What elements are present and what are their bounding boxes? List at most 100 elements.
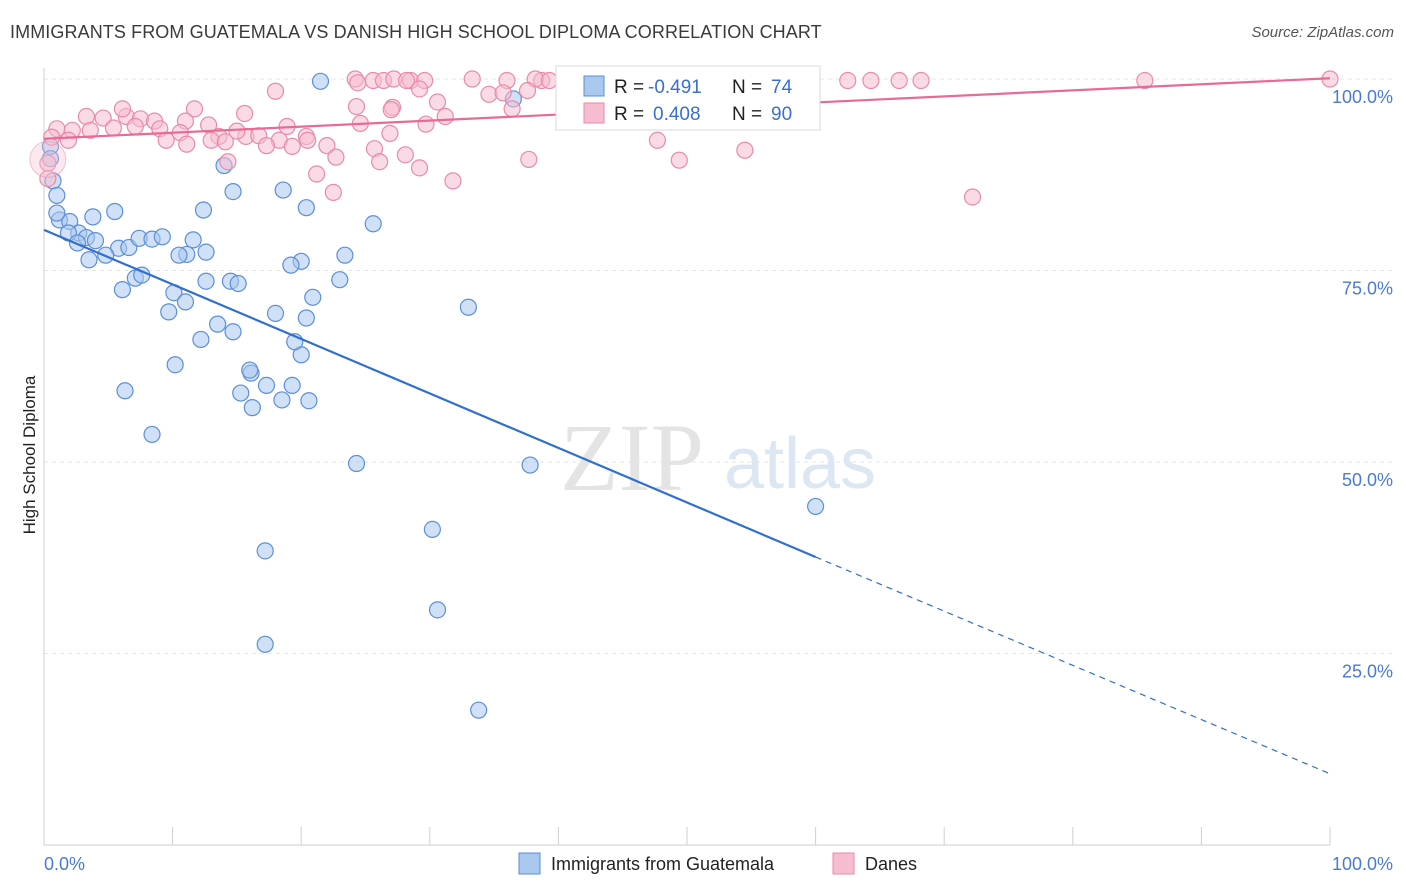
guatemala-point <box>256 542 274 560</box>
danes-point <box>104 119 123 137</box>
bottom-legend-label-danes: Danes <box>865 854 917 874</box>
guatemala-point <box>229 274 247 293</box>
guatemala-point <box>336 246 354 264</box>
danes-point <box>349 74 367 92</box>
watermark-atlas: atlas <box>724 424 876 504</box>
danes-point <box>202 131 220 149</box>
guatemala-point <box>176 293 195 311</box>
guatemala-point <box>266 304 285 322</box>
y-tick-label: 50.0% <box>1342 470 1393 490</box>
danes-point <box>283 137 301 156</box>
source-label: Source: ZipAtlas.com <box>1251 24 1394 41</box>
guatemala-point <box>184 231 202 249</box>
guatemala-point <box>257 376 276 394</box>
guatemala-point <box>241 361 259 379</box>
legend-r-value-2: 0.408 <box>653 104 701 125</box>
legend-r-label-1: R = <box>614 77 644 98</box>
stats-legend: R = -0.491 N = 74 R = 0.408 N = 90 <box>555 65 821 131</box>
axes <box>43 68 1331 846</box>
y-tick-labels: 25.0% 50.0% 75.0% 100.0% <box>1332 87 1393 682</box>
danes-point <box>444 172 462 190</box>
danes-point <box>463 70 481 88</box>
danes-point <box>862 71 880 90</box>
guatemala-point <box>282 256 300 274</box>
x-tick-label: 100.0% <box>1332 854 1393 874</box>
danes-point <box>299 131 317 149</box>
danes-point <box>113 100 132 118</box>
y-axis-title: High School Diploma <box>20 375 39 534</box>
danes-point <box>417 115 435 133</box>
guatemala-point <box>209 315 227 333</box>
guatemala-point <box>297 199 315 217</box>
guatemala-point <box>273 391 291 409</box>
x-tick-labels: 0.0% 100.0% <box>44 854 1393 874</box>
danes-point <box>518 81 537 100</box>
danes-point <box>266 82 285 100</box>
danes-point <box>185 100 204 118</box>
danes-point <box>480 85 498 103</box>
danes-point <box>324 183 342 201</box>
guatemala-point <box>224 183 242 201</box>
guatemala-point <box>256 635 274 653</box>
danes-point <box>520 150 538 169</box>
legend-n-label-1: N = <box>732 77 762 98</box>
guatemala-point <box>48 204 66 222</box>
guatemala-trend-line <box>43 228 817 558</box>
guatemala-point <box>311 72 330 90</box>
danes-point <box>410 159 429 177</box>
legend-n-value-2: 90 <box>771 104 792 125</box>
danes-point <box>382 101 400 119</box>
danes-point <box>94 109 112 127</box>
danes-point <box>219 153 237 171</box>
legend-swatch-guatemala <box>583 75 605 97</box>
guatemala-point <box>170 246 188 264</box>
guatemala-point <box>521 456 539 474</box>
danes-point <box>327 148 345 166</box>
danes-point <box>216 133 234 151</box>
guatemala-point <box>297 309 315 327</box>
guatemala-point <box>113 281 132 299</box>
danes-point <box>963 188 982 206</box>
guatemala-point <box>194 201 213 219</box>
guatemala-point <box>470 701 488 719</box>
bottom-legend: Immigrants from Guatemala Danes <box>518 852 917 875</box>
danes-cluster-point <box>29 140 67 178</box>
guatemala-point <box>224 323 242 341</box>
danes-point <box>236 104 254 123</box>
guatemala-point <box>283 376 301 394</box>
danes-point <box>371 153 389 171</box>
guatemala-point <box>459 298 477 316</box>
danes-point <box>670 151 688 169</box>
danes-point <box>157 131 175 149</box>
guatemala-point <box>232 384 250 402</box>
danes-point <box>648 131 667 149</box>
danes-point <box>890 71 908 90</box>
y-tick-label: 100.0% <box>1332 87 1393 107</box>
guatemala-point <box>300 392 318 410</box>
chart-title: IMMIGRANTS FROM GUATEMALA VS DANISH HIGH… <box>10 22 822 42</box>
guatemala-trend-extension <box>815 556 1331 775</box>
danes-point <box>494 84 512 102</box>
guatemala-point <box>84 208 102 226</box>
guatemala-point <box>423 520 441 539</box>
series-guatemala-points <box>41 72 825 719</box>
guatemala-point <box>143 425 161 444</box>
danes-point <box>428 93 447 111</box>
bottom-legend-label-guatemala: Immigrants from Guatemala <box>551 854 775 874</box>
danes-point <box>257 137 276 155</box>
bottom-legend-swatch-danes <box>832 852 855 875</box>
danes-point <box>1136 71 1154 90</box>
legend-n-value-1: 74 <box>771 77 793 98</box>
danes-point <box>398 71 416 90</box>
guatemala-point <box>364 215 382 233</box>
guatemala-point <box>806 497 825 516</box>
guatemala-point <box>347 454 366 473</box>
guatemala-point <box>428 601 447 619</box>
legend-r-label-2: R = <box>614 104 644 125</box>
danes-point <box>381 124 399 142</box>
watermark-zip: ZIP <box>560 404 704 511</box>
danes-point <box>912 71 930 90</box>
legend-r-value-1: -0.491 <box>648 77 702 98</box>
guatemala-point <box>197 243 215 261</box>
